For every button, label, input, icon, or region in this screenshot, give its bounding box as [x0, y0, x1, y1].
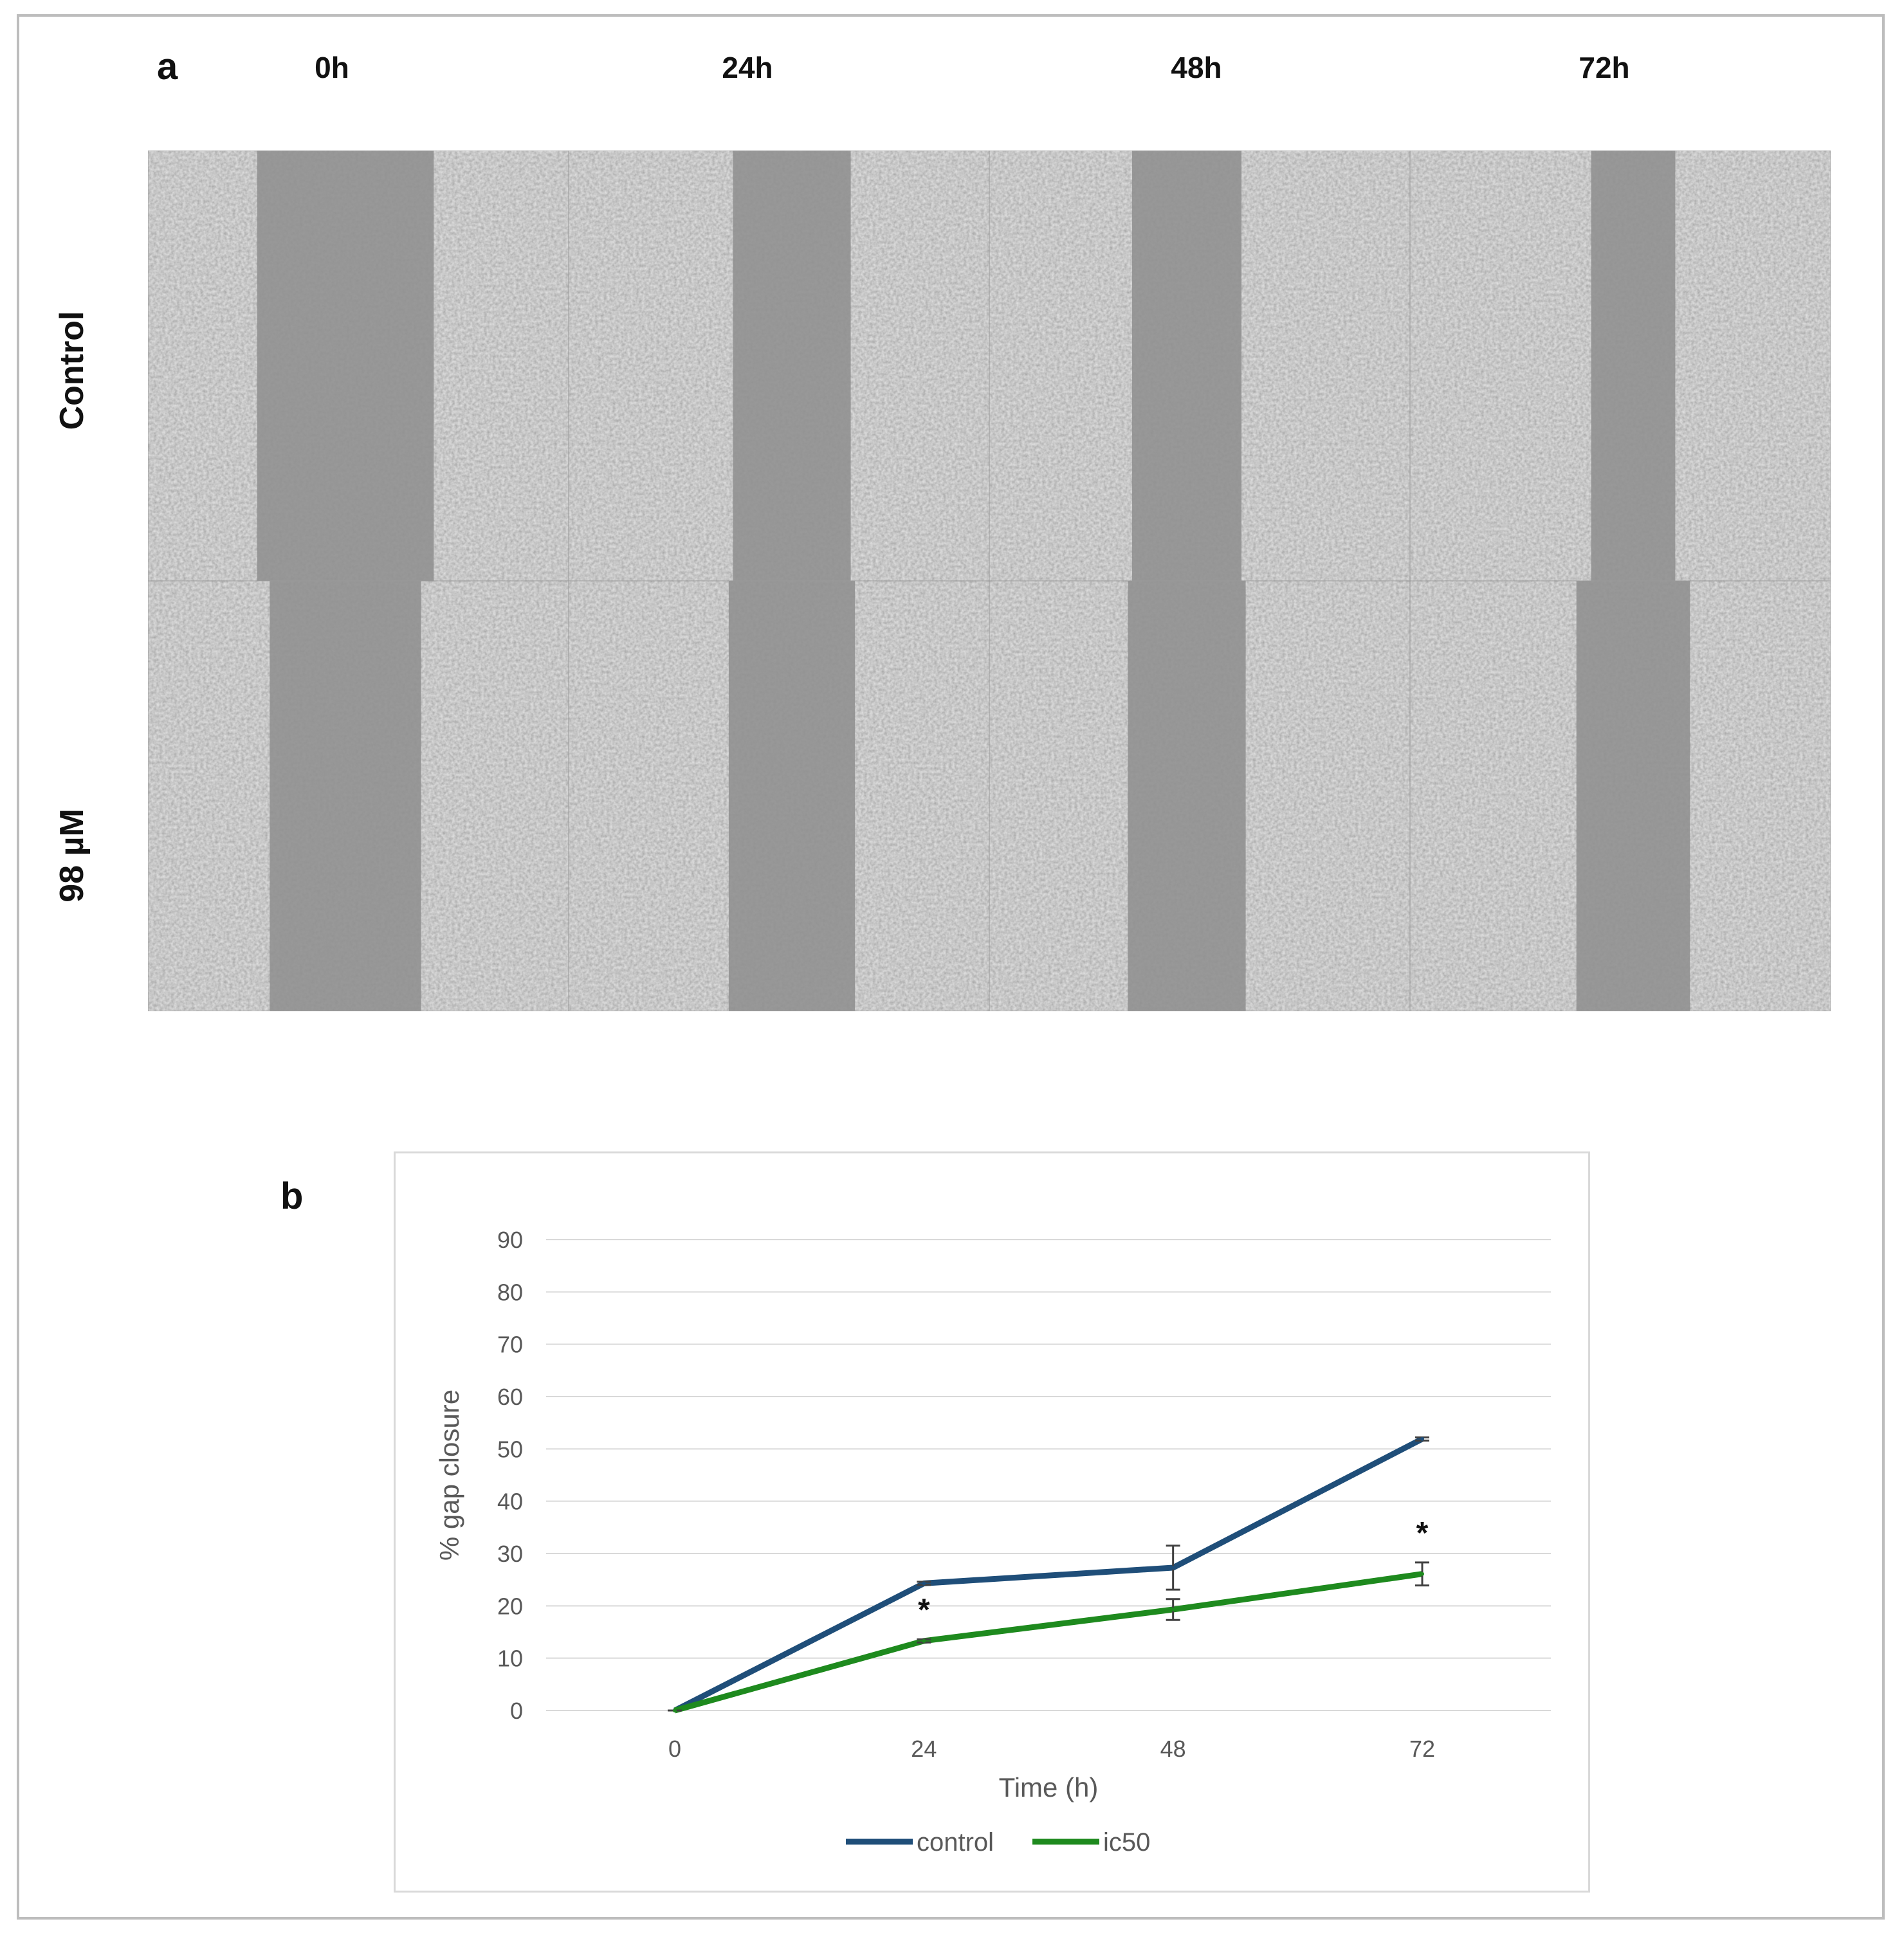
y-tick-label: 60: [497, 1384, 523, 1410]
series-line-ic50: [673, 1571, 1423, 1714]
figure-frame: [17, 14, 1885, 1920]
wound-gap: [733, 151, 851, 581]
x-tick-label: 72: [1409, 1736, 1435, 1762]
chart-frame: 0 10 20 30 40 50 60 70 80 90 0 24 48 72 Time (h) % gap …: [394, 1151, 1590, 1893]
micrograph-border: [1409, 580, 1831, 1011]
micrograph-treated-72h: [1409, 580, 1831, 1011]
data-point-ic50: [1420, 1572, 1424, 1576]
panel-b-label: b: [280, 1175, 304, 1217]
wound-gap: [270, 581, 421, 1011]
significance-asterisk: *: [918, 1593, 930, 1627]
y-tick-label: 40: [497, 1489, 523, 1515]
micrograph-treated-0h: [148, 580, 569, 1011]
x-tick-label: 24: [911, 1736, 937, 1762]
micrograph-control-0h: [148, 151, 569, 582]
data-point-control: [1171, 1565, 1175, 1570]
y-tick-label: 10: [497, 1646, 523, 1672]
significance-asterisk: *: [1416, 1516, 1429, 1550]
wound-gap: [257, 151, 434, 581]
y-tick-label: 90: [497, 1227, 523, 1253]
x-tick-label: 48: [1160, 1736, 1186, 1762]
data-point-control: [922, 1581, 926, 1586]
gap-closure-chart: 0 10 20 30 40 50 60 70 80 90 0 24 48 72 Time (h) % gap …: [434, 1227, 1551, 1857]
legend-label-ic50: ic50: [1103, 1828, 1150, 1857]
data-point-ic50: [1171, 1608, 1175, 1612]
micrograph-control-24h: [568, 151, 990, 582]
data-point-ic50: [922, 1638, 926, 1643]
wound-gap: [728, 581, 856, 1011]
time-label-0h: 0h: [315, 51, 349, 84]
row-label-98um: 98 µM: [53, 809, 91, 903]
y-tick-label: 20: [497, 1593, 523, 1619]
legend-label-control: control: [917, 1828, 994, 1857]
micrograph-control-48h: [989, 151, 1411, 582]
microscopy-image-grid: [148, 151, 1831, 1011]
x-tick-label: 0: [668, 1736, 681, 1762]
y-tick-label: 50: [497, 1436, 523, 1462]
y-tick-label: 70: [497, 1332, 523, 1358]
x-axis-title: Time (h): [999, 1772, 1099, 1802]
wound-gap: [1576, 581, 1690, 1011]
wound-gap: [1131, 151, 1242, 581]
micrograph-treated-48h: [989, 580, 1411, 1011]
row-label-control: Control: [53, 311, 91, 430]
time-label-48h: 48h: [1171, 51, 1222, 84]
panel-a-label: a: [157, 46, 178, 87]
micrograph-treated-24h: [568, 580, 990, 1011]
time-label-72h: 72h: [1579, 51, 1630, 84]
y-tick-label: 80: [497, 1279, 523, 1305]
data-point-ic50: [673, 1709, 677, 1712]
series-line-control: [673, 1436, 1424, 1714]
y-tick-label: 30: [497, 1541, 523, 1567]
wound-gap: [1128, 581, 1246, 1011]
data-point-control: [1420, 1436, 1424, 1441]
micrograph-control-72h: [1409, 151, 1831, 582]
y-tick-label: 0: [510, 1698, 523, 1724]
time-label-24h: 24h: [722, 51, 773, 84]
wound-gap: [1591, 151, 1676, 581]
y-axis-title: % gap closure: [434, 1389, 464, 1561]
